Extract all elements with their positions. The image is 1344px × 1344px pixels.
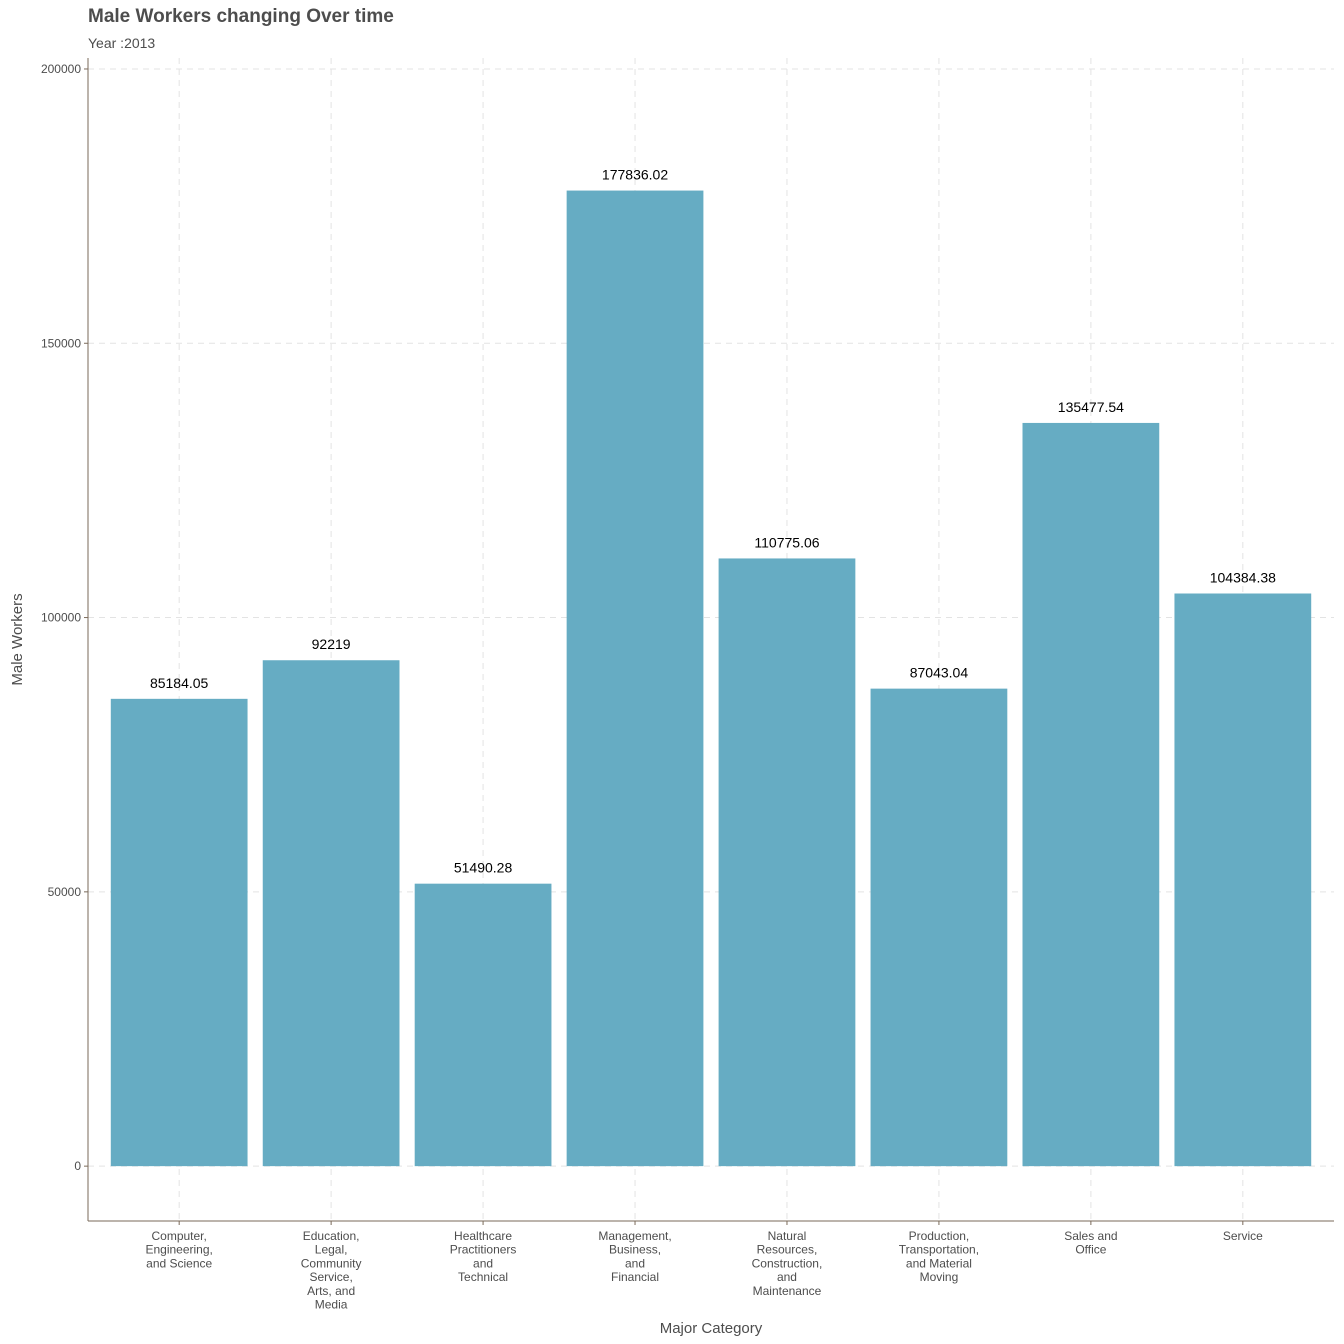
bar: [718, 558, 856, 1167]
bar: [1174, 593, 1312, 1167]
bar-value-label: 135477.54: [1058, 399, 1124, 415]
bar-value-label: 177836.02: [602, 167, 668, 183]
y-tick-label: 200000: [41, 62, 81, 76]
bar: [1022, 422, 1160, 1167]
x-tick-label: Natural Resources, Construction, and Mainten…: [752, 1229, 823, 1298]
bar: [110, 698, 248, 1167]
bars: [110, 190, 1312, 1167]
x-tick-label: Computer, Engineering, and Science: [145, 1229, 212, 1270]
data-labels: 85184.05 92219 51490.28 177836.02 110775.06 8…: [150, 167, 1276, 876]
bar-value-label: 51490.28: [454, 860, 513, 876]
bar-value-label: 92219: [312, 636, 351, 652]
x-tick-label: Production, Transportation, and Material Mo…: [899, 1229, 979, 1284]
x-axis-title: Major Category: [660, 1320, 763, 1337]
chart-subtitle: Year :2013: [88, 35, 156, 51]
y-tick-label: 100000: [41, 611, 81, 625]
x-tick-label: Education, Legal, Community Service, Arts, a…: [301, 1229, 362, 1312]
y-tick-label: 150000: [41, 336, 81, 350]
x-tick-label: Management, Business, and Financial: [598, 1229, 671, 1284]
bar-value-label: 85184.05: [150, 675, 209, 691]
chart-title: Male Workers changing Over time: [88, 6, 394, 27]
bar-value-label: 104384.38: [1210, 570, 1276, 586]
y-tick-label: 50000: [48, 885, 82, 899]
x-tick-label: Healthcare Practitioners and Technical: [450, 1229, 517, 1284]
bar: [566, 190, 704, 1167]
bar: [262, 660, 400, 1167]
bar: [870, 688, 1008, 1167]
bar-value-label: 87043.04: [910, 665, 969, 681]
x-tick-label: Service: [1223, 1229, 1263, 1243]
bar-value-label: 110775.06: [754, 534, 819, 550]
x-tick-label: Sales and Office: [1064, 1229, 1117, 1257]
y-tick-label: 0: [74, 1159, 81, 1173]
y-axis-title: Male Workers: [9, 593, 26, 685]
bar: [414, 883, 552, 1167]
axes: 0 50000 100000 150000 200000 Computer, Enginee…: [41, 58, 1334, 1312]
